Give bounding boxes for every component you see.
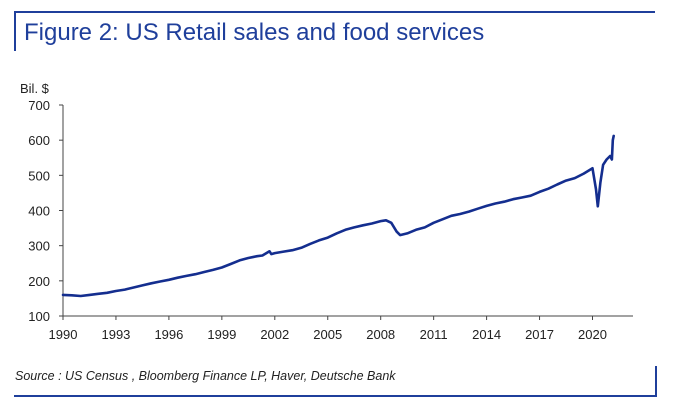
frame-left-rule: [14, 13, 16, 51]
x-tick-label: 2008: [366, 327, 395, 342]
frame-top-rule: [14, 11, 655, 13]
y-tick-label: 100: [28, 309, 50, 324]
chart-title: Figure 2: US Retail sales and food servi…: [24, 19, 485, 46]
frame-bottom-rule: [14, 395, 657, 397]
y-tick-label: 200: [28, 274, 50, 289]
y-tick-label: 400: [28, 204, 50, 219]
y-tick-label: 600: [28, 133, 50, 148]
x-tick-label: 2020: [578, 327, 607, 342]
x-axis-ticks: 1990 1993 1996 1999 2002 2005 2008 2011 2014 2017…: [49, 316, 607, 342]
y-axis-label: Bil. $: [20, 81, 50, 96]
x-tick-label: 2002: [260, 327, 289, 342]
y-axis-ticks: 100 200 300 400 500 600 700: [28, 98, 63, 324]
source-note: Source : US Census , Bloomberg Finance L…: [15, 369, 396, 383]
frame-right-rule: [655, 366, 657, 397]
x-tick-label: 1993: [101, 327, 130, 342]
y-tick-label: 700: [28, 98, 50, 113]
x-tick-label: 1999: [207, 327, 236, 342]
x-tick-label: 2014: [472, 327, 501, 342]
x-tick-label: 1996: [154, 327, 183, 342]
y-tick-label: 300: [28, 239, 50, 254]
x-tick-label: 2017: [525, 327, 554, 342]
series-line-retail-sales: [61, 134, 616, 298]
x-tick-label: 1990: [49, 327, 78, 342]
x-tick-label: 2005: [313, 327, 342, 342]
y-tick-label: 500: [28, 168, 50, 183]
x-tick-label: 2011: [420, 327, 448, 342]
